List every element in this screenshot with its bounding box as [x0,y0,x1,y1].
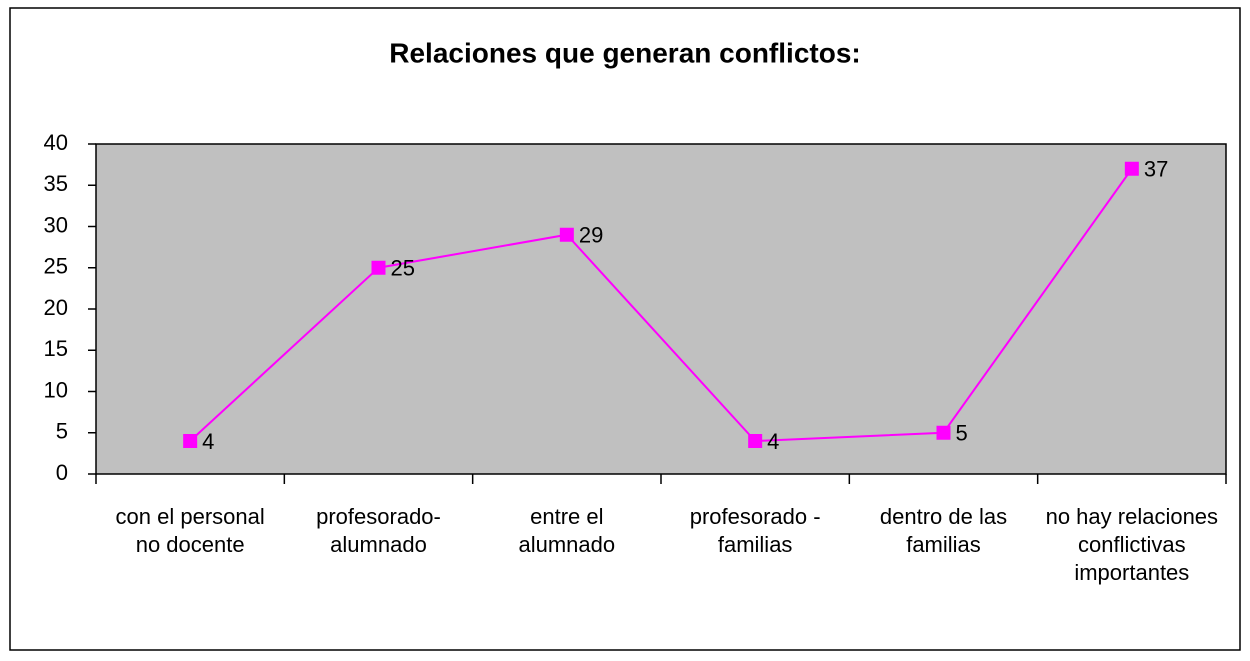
y-tick-label: 30 [44,212,68,237]
y-tick-label: 5 [56,419,68,444]
y-tick-label: 35 [44,171,68,196]
y-tick-label: 20 [44,295,68,320]
y-tick-label: 25 [44,254,68,279]
data-line [189,168,1133,443]
y-tick-label: 40 [44,130,68,155]
x-tick-label: dentro de las familias [879,504,1008,557]
marker [1124,161,1139,176]
data-label: 4 [202,429,214,454]
y-tick-label: 10 [44,377,68,402]
marker [559,227,574,242]
x-tick-label: entre el alumnado [518,504,616,557]
data-label: 25 [391,256,415,281]
marker [371,260,386,275]
marker [748,434,763,448]
y-tick-label: 15 [44,336,68,361]
data-label: 4 [767,429,779,454]
x-tick-label: profesorado - familias [689,504,821,557]
x-tick-label: con el personal no docente [115,504,265,557]
x-tick-label: profesorado-alumnado [316,504,441,557]
y-tick-label: 0 [56,460,68,485]
chart-title: Relaciones que generan conflictos: [389,37,860,68]
x-tick-label: no hay relaciones conflictivas important… [1045,504,1219,585]
marker [936,425,951,440]
marker [183,434,198,448]
data-label: 37 [1144,157,1168,182]
data-label: 5 [956,421,968,446]
data-label: 29 [579,223,603,248]
plot-area [95,143,1227,475]
